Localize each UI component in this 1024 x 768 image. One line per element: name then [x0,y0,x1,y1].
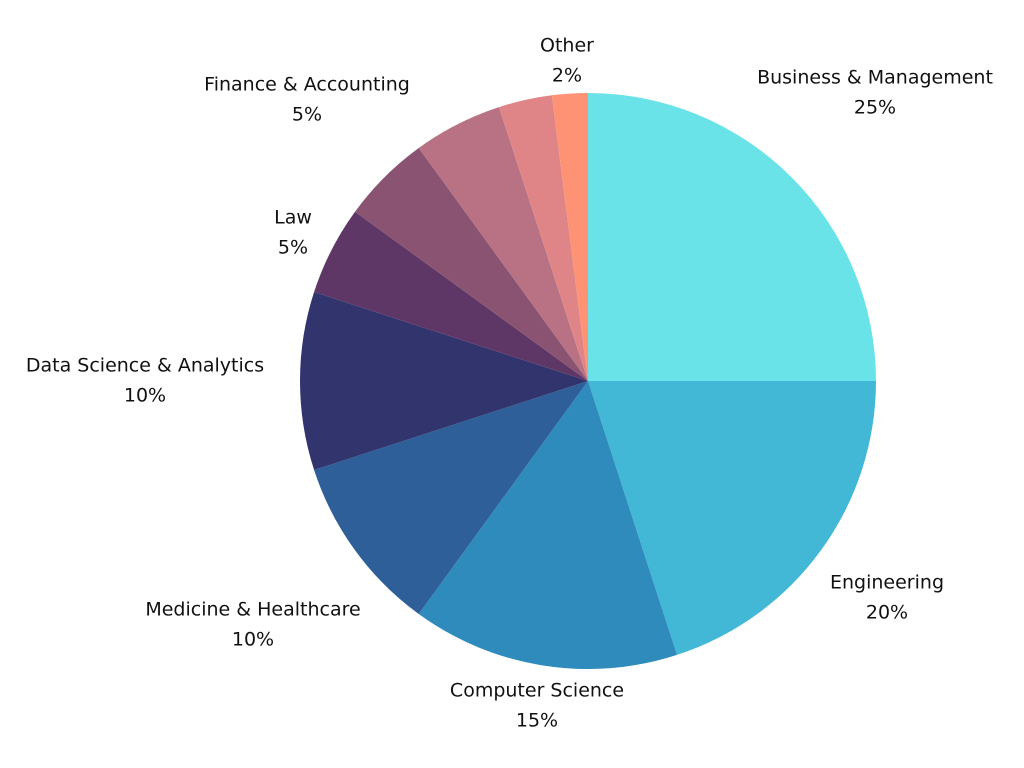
slice-value-label: 20% [866,602,908,624]
pie-slice [314,381,588,614]
slice-value-label: 10% [124,385,166,407]
slice-value-label: 15% [516,710,558,732]
slice-value-label: 2% [552,65,582,87]
pie-slice [355,148,588,381]
pie-slice [418,107,588,381]
slice-label: Medicine & Healthcare [145,599,360,621]
pie-slice [588,93,876,381]
pie-slice [551,93,588,381]
slice-label: Other [540,35,594,57]
slice-label: Engineering [830,572,944,594]
slice-label: Business & Management [757,67,993,89]
slice-label: Data Science & Analytics [26,355,264,377]
pie-slice [418,381,677,669]
pie-slice [300,292,588,470]
slice-value-label: 5% [292,104,322,126]
slice-value-label: 5% [278,237,308,259]
slice-label: Finance & Accounting [204,74,410,96]
pie-slice [588,381,876,655]
slice-label: Law [274,207,312,229]
slice-label: Computer Science [450,680,624,702]
pie-slice [499,95,588,381]
pie-slice [314,211,588,381]
slice-value-label: 25% [854,97,896,119]
slice-value-label: 10% [232,629,274,651]
